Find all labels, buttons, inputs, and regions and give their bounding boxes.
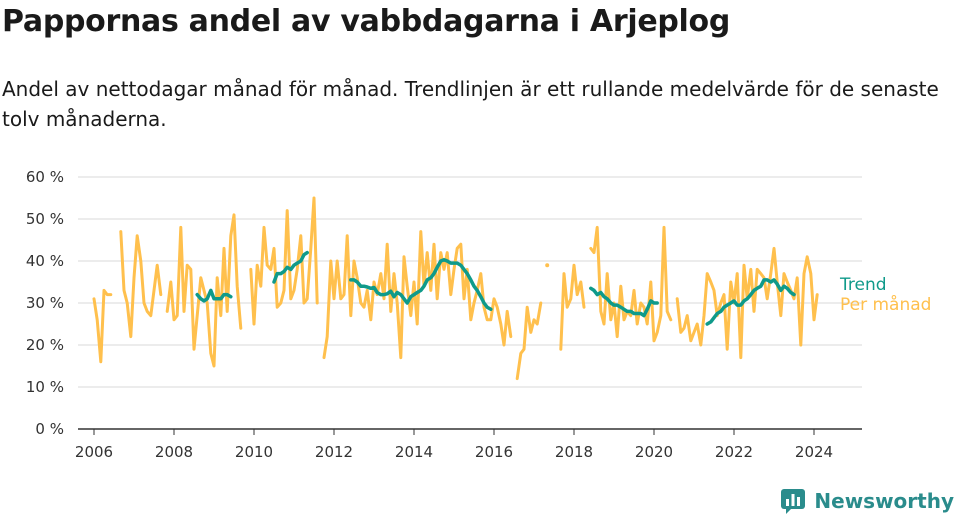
series-point [545, 263, 550, 268]
brand-logo: Newsworthy [780, 488, 954, 514]
y-tick-label: 0 % [35, 420, 64, 438]
x-tick-label: 2024 [795, 443, 833, 461]
y-tick-label: 60 % [26, 168, 64, 186]
trend-line [195, 288, 233, 303]
monthly-line [249, 196, 319, 326]
y-axis: 0 % 10 % 20 % 30 % 40 % 50 % 60 % [26, 168, 64, 438]
x-tick-label: 2006 [75, 443, 113, 461]
y-tick-label: 20 % [26, 336, 64, 354]
monthly-line [165, 213, 243, 368]
y-tick-label: 10 % [26, 378, 64, 396]
monthly-line [119, 230, 163, 339]
chart-lines [92, 196, 819, 381]
y-tick-label: 50 % [26, 210, 64, 228]
y-tick-label: 40 % [26, 252, 64, 270]
trend-line [349, 257, 493, 312]
x-tick-label: 2010 [235, 443, 273, 461]
x-tick-label: 2022 [715, 443, 753, 461]
x-tick-label: 2014 [395, 443, 433, 461]
trend-line [705, 278, 796, 326]
legend-per-manad: Per månad [840, 294, 931, 315]
trend-line [272, 250, 309, 284]
x-axis: 2006 2008 2010 2012 2014 2016 2018 2020 2022 2024 [75, 428, 862, 461]
legend-trend: Trend [839, 275, 887, 295]
monthly-line [92, 288, 113, 364]
x-tick-label: 2008 [155, 443, 193, 461]
x-tick-label: 2012 [315, 443, 353, 461]
chart-subtitle: Andel av nettodagar månad för månad. Tre… [2, 77, 939, 131]
monthly-line [515, 301, 543, 381]
trend-line [589, 286, 659, 318]
newsworthy-logo-icon [781, 489, 806, 514]
chart-title: Pappornas andel av vabbdagarna i Arjeplo… [2, 4, 731, 39]
monthly-line [559, 263, 586, 351]
monthly-line [589, 225, 673, 343]
x-tick-label: 2018 [555, 443, 593, 461]
monthly-line [322, 230, 513, 360]
brand-name: Newsworthy [814, 489, 954, 513]
x-tick-label: 2016 [475, 443, 513, 461]
y-tick-label: 30 % [26, 294, 64, 312]
x-tick-label: 2020 [635, 443, 673, 461]
